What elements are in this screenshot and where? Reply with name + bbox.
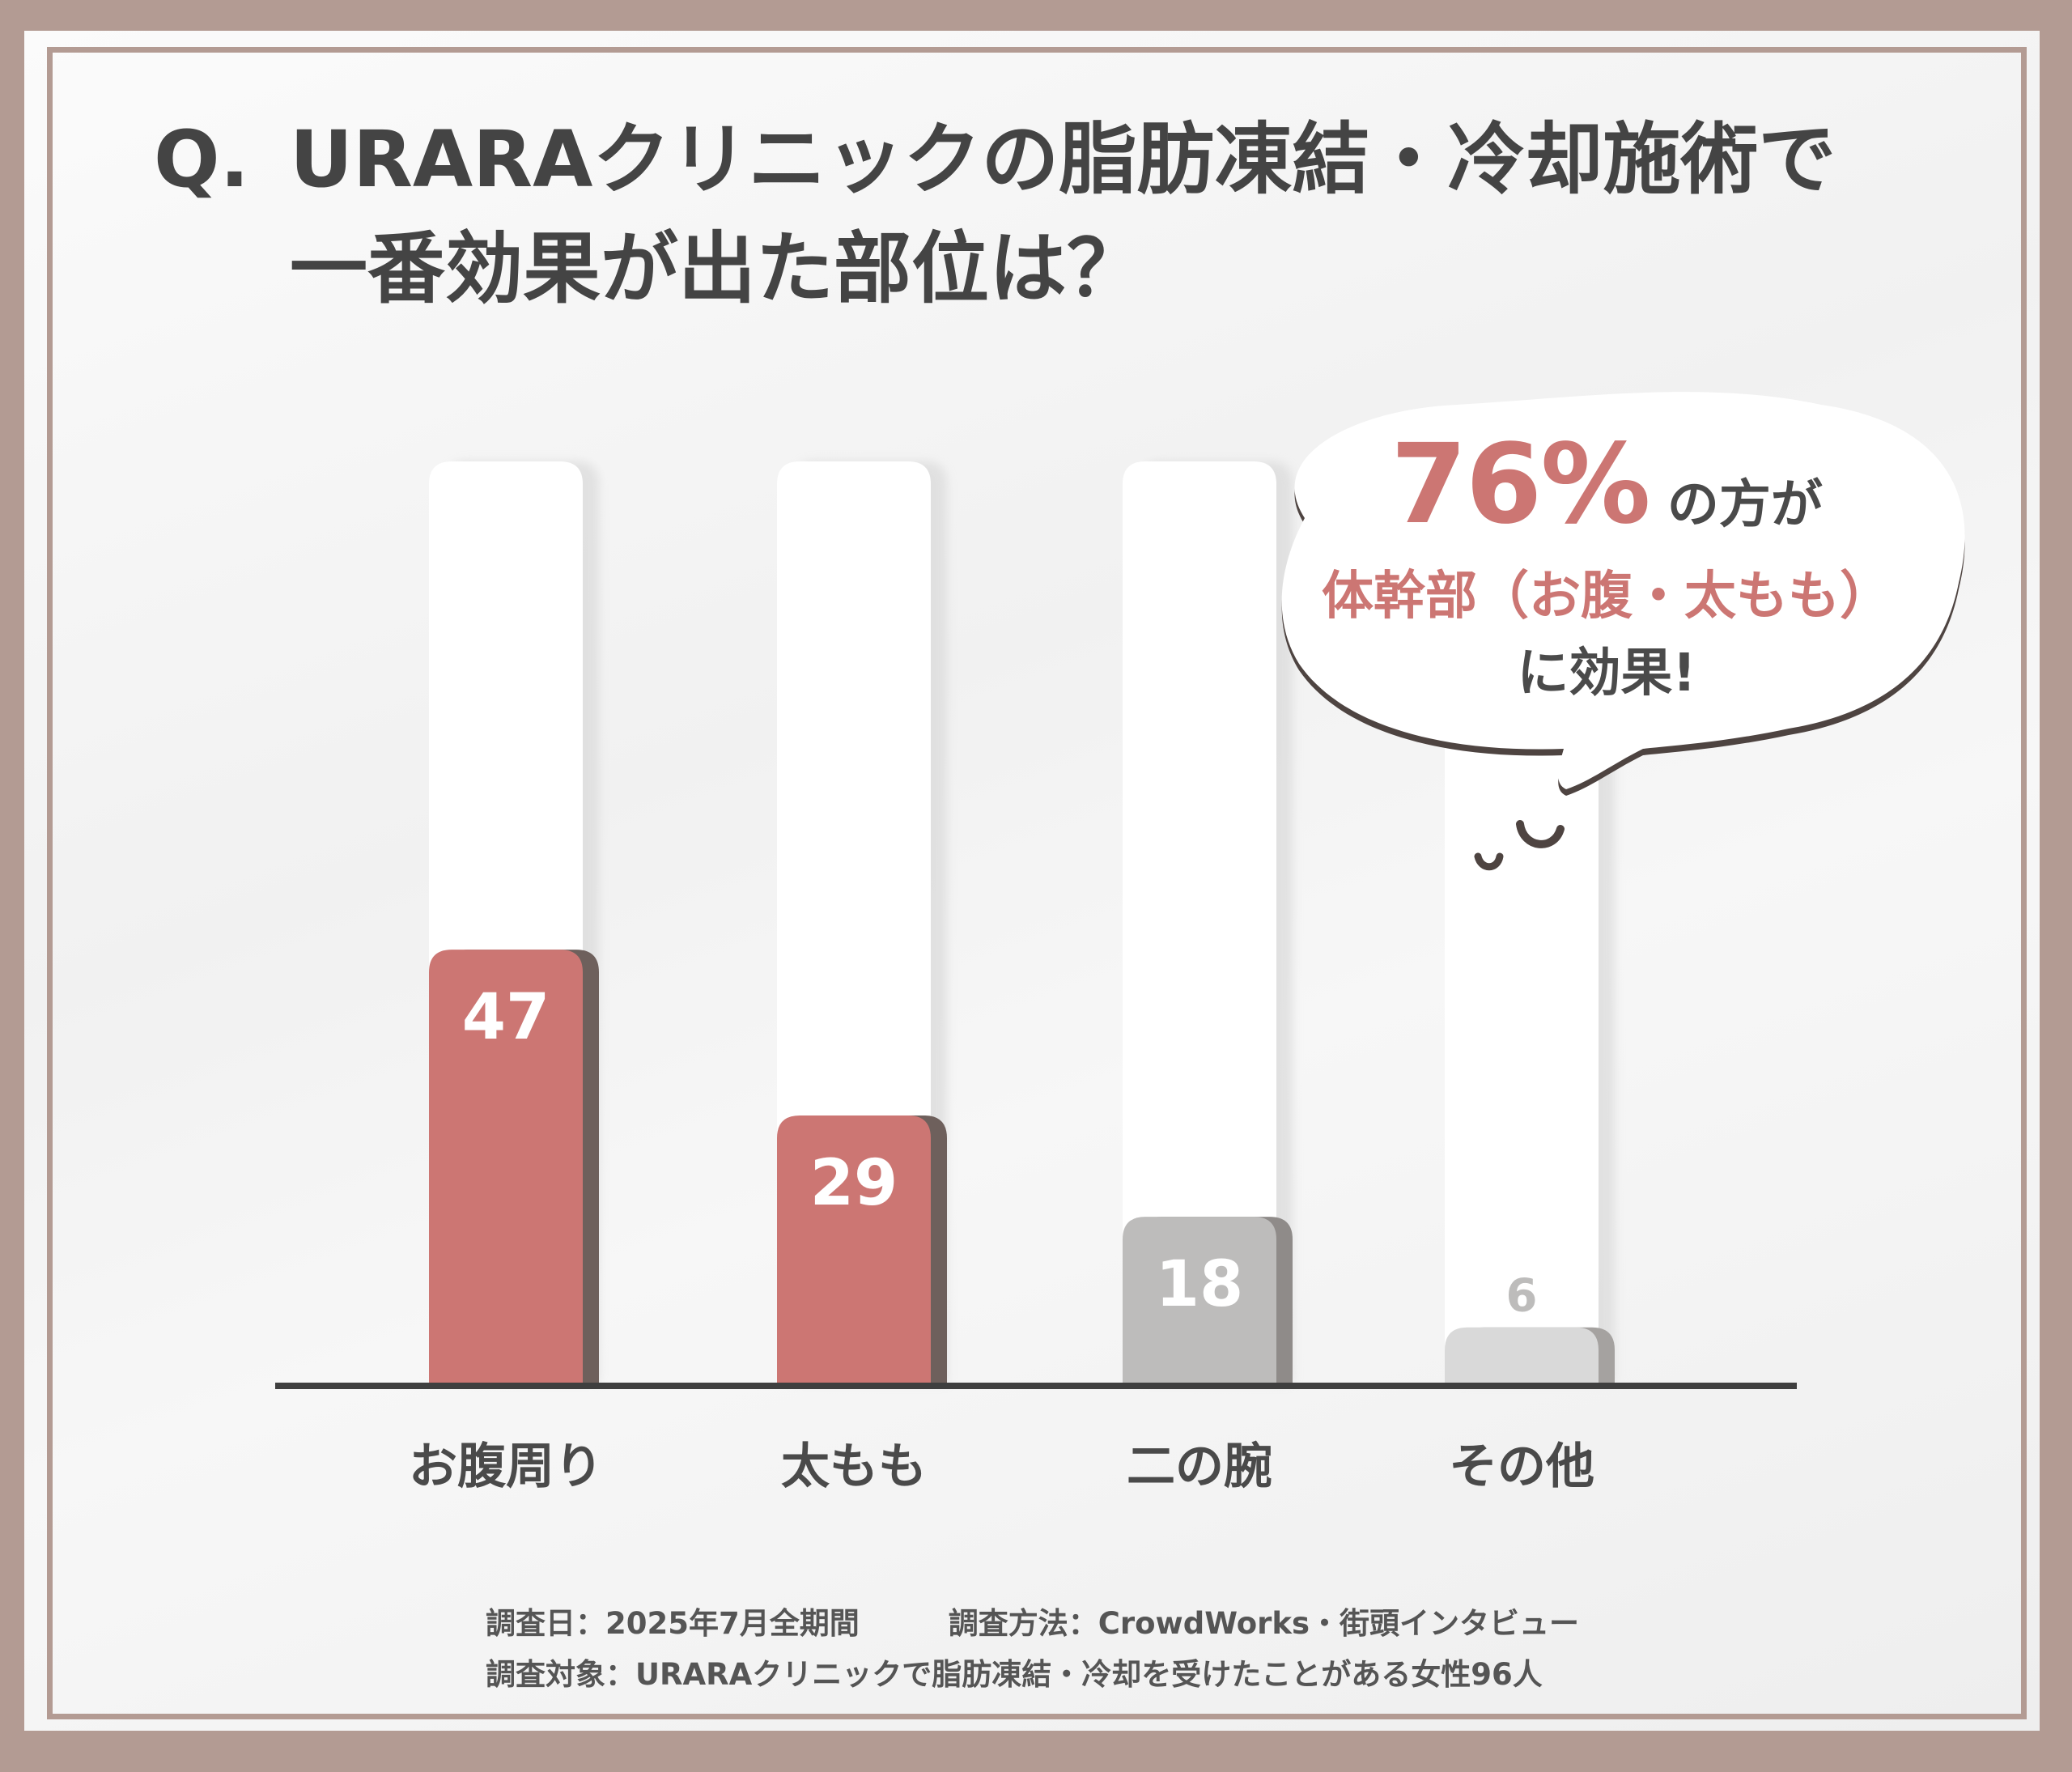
x-tick-label: お腹周り: [409, 1438, 603, 1495]
x-tick-label: その他: [1449, 1438, 1594, 1495]
question-line-2: 一番効果が出た部位は？: [290, 223, 1144, 314]
speech-bubble: [1281, 392, 1965, 871]
bar-value-label: 47: [462, 981, 550, 1054]
survey-date: 調査日：2025年7月全期間: [486, 1606, 860, 1641]
survey-target: 調査対象：URARAクリニックで脂肪凍結・冷却を受けたことがある女性96人: [486, 1657, 1543, 1692]
bar: [1123, 1217, 1276, 1383]
speech-bubble-drip-large: [1516, 820, 1565, 848]
question-line-1: URARAクリニックの脂肪凍結・冷却施術で: [290, 114, 1836, 205]
survey-notes-row-1: 調査日：2025年7月全期間 調査方法：CrowdWorks・街頭インタビュー: [486, 1599, 1579, 1642]
callout-line-1-rest: の方が: [1667, 475, 1823, 535]
bar-track: [1123, 461, 1276, 1383]
x-tick-label: 太もも: [781, 1438, 927, 1495]
callout-line-2: 体幹部（お腹・太もも）: [1322, 567, 1892, 627]
callout-percent: 76%: [1391, 421, 1651, 549]
bar: [1445, 1327, 1599, 1383]
speech-bubble-drip-small: [1474, 852, 1504, 871]
bar-value-label: 29: [810, 1147, 898, 1220]
bar: [429, 950, 583, 1383]
bar: [777, 1115, 931, 1383]
bar-value-label: 6: [1506, 1270, 1538, 1323]
question-mark: Q.: [154, 114, 250, 205]
bar-value-label: 18: [1156, 1248, 1244, 1321]
chart-card: [24, 31, 2040, 1731]
x-tick-label: 二の腕: [1127, 1438, 1272, 1495]
callout-line-3: に効果!: [1517, 644, 1696, 703]
survey-method: 調査方法：CrowdWorks・街頭インタビュー: [948, 1606, 1580, 1641]
callout-line-1: 76% の方が: [1259, 421, 1955, 549]
speech-bubble-body: [1281, 392, 1965, 789]
